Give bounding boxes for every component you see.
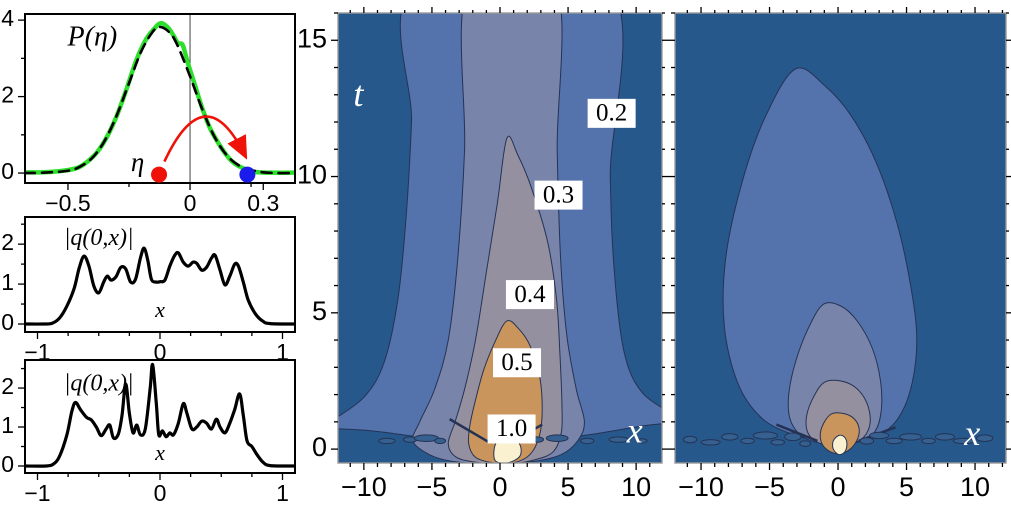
contour-single-noise-blob-14: [952, 437, 976, 445]
pdf-y-tick-label: 4: [1, 5, 14, 31]
contour-single-plot-area: [675, 13, 1006, 463]
contour-mean-level-label: 0.5: [501, 349, 532, 376]
contour-mean-x-tick-label: −5: [417, 472, 448, 502]
contour-mean-level-label-box: [505, 280, 554, 310]
contour-mean-level-label: 0.2: [596, 100, 627, 127]
contour-single-noise-blob-7: [799, 440, 812, 447]
pdf-curve-eigenvalue-density-numerical: [25, 20, 295, 175]
contour-mean-level-label-box: [493, 348, 542, 378]
ic1-panel-title: |q(0,x)|: [64, 225, 134, 251]
contour-single-noise-blob-2: [721, 433, 739, 441]
pdf-frame: [24, 13, 296, 184]
contour-single-contour-region-1: [832, 434, 848, 456]
ic1-x-tick-label: 0: [154, 339, 167, 365]
contour-mean-noise-blob-3: [434, 437, 447, 445]
contour-single-x-tick-label: −10: [678, 472, 724, 502]
pdf-y-tick-label: 2: [1, 82, 14, 108]
contour-mean-x-tick-label: 0: [492, 472, 507, 502]
contour-mean-level-label: 0.4: [514, 281, 546, 308]
contour-mean-level-label-box: [587, 98, 636, 128]
pdf-y-tick-label: 0: [1, 158, 14, 184]
contour-mean-level-label: 1.0: [496, 415, 527, 442]
pdf-x-tick-label: −0.5: [45, 190, 90, 216]
ic1-x-tick-label: 1: [276, 339, 289, 365]
pdf-curve-gaussian-fit-dashed: [25, 25, 295, 175]
contour-single-noise-blob-0: [682, 435, 698, 444]
contour-mean-axis-letter-x: x: [626, 410, 643, 450]
ic1-curve-initial-condition-smooth: [25, 246, 295, 326]
contour-mean-axis-letter-t: t: [353, 74, 364, 114]
contour-single-noise-blob-6: [784, 432, 802, 442]
contour-single-x-tick-label: 10: [960, 472, 990, 502]
contour-single-noise-blob-4: [752, 431, 779, 440]
panel-pdf: −0.5 0 0.3 0 2 4 P(η) η: [1, 5, 296, 216]
contour-mean-level-label-box: [534, 180, 583, 210]
contour-mean-y-tick-label: 0: [312, 432, 327, 462]
ic2-y-tick-label: 1: [1, 412, 14, 438]
ic1-y-tick-label: 1: [1, 269, 14, 295]
pdf-x-tick-label: 0: [184, 190, 197, 216]
contour-mean-y-tick-label: 15: [297, 23, 327, 53]
contour-single-x-tick-label: −5: [754, 472, 785, 502]
panel-contour-mean: −10 −5 0 5 10 0 5 10 15 0.2 0.3 0.4 0.5 1.0 t x: [297, 7, 668, 502]
ic2-x-tick-label: 1: [276, 480, 289, 505]
ic1-x-letter: x: [154, 297, 165, 322]
contour-mean-x-tick-label: 5: [561, 472, 576, 502]
ic2-x-tick-label: 0: [154, 480, 167, 505]
contour-mean-noise-blob-5: [545, 434, 569, 442]
contour-mean-noise-wing-0: [448, 418, 490, 444]
ic2-x-letter: x: [154, 440, 165, 465]
contour-single-x-tick-label: 0: [831, 472, 846, 502]
contour-single-x-tick-label: 5: [899, 472, 914, 502]
eigenvalue-shift-arrow: [163, 115, 248, 163]
contour-single-noise-blob-13: [934, 433, 955, 441]
ic2-y-tick-label: 2: [1, 373, 14, 399]
contour-single-noise-blob-9: [869, 431, 890, 440]
contour-single-noise-blob-5: [770, 439, 786, 446]
contour-single-noise-blob-11: [899, 433, 923, 441]
blue-eigenvalue-dot: [239, 166, 256, 183]
ic2-x-tick-label: −1: [24, 480, 50, 505]
contour-mean-y-tick-label: 10: [297, 160, 327, 190]
panel-ic2: −1 0 1 0 1 2 |q(0,x)| x: [1, 359, 296, 505]
contour-single-noise-blob-10: [885, 437, 903, 445]
ic2-curve-initial-condition-spiky: [25, 362, 295, 468]
ic2-plot-area: [25, 362, 295, 468]
contour-single-axis-letter-x: x: [963, 413, 980, 453]
contour-single-noise-blob-8: [859, 437, 875, 445]
red-eigenvalue-dot: [151, 166, 168, 183]
eta-label: η: [131, 147, 144, 177]
contour-single-noise-blob-3: [740, 437, 755, 445]
contour-single-noise-blob-12: [921, 437, 936, 445]
contour-mean-noise-blob-7: [608, 436, 629, 443]
contour-single-noise-blob-1: [700, 439, 721, 446]
ic2-panel-title: |q(0,x)|: [64, 370, 134, 396]
contour-mean-y-tick-label: 5: [312, 296, 327, 326]
contour-mean-level-label: 0.3: [543, 181, 574, 208]
ic1-x-tick-label: −1: [24, 339, 50, 365]
contour-single-frame: [674, 12, 1007, 464]
contour-mean-noise-blob-6: [579, 437, 595, 445]
panel-contour-single: −10 −5 0 5 10 x: [668, 7, 1011, 502]
ic1-y-tick-label: 2: [1, 229, 14, 255]
contour-mean-plot-area: [338, 13, 662, 463]
contour-mean-level-label-box: [487, 414, 536, 444]
pdf-panel-title: P(η): [67, 22, 118, 53]
contour-mean-x-tick-label: −10: [341, 472, 387, 502]
ic1-y-tick-label: 0: [1, 309, 14, 335]
pdf-plot-area: [25, 14, 295, 183]
panel-ic1: −1 0 1 0 1 2 |q(0,x)| x: [1, 216, 296, 365]
contour-single-contour-region-0.5: [819, 412, 860, 455]
pdf-x-tick-label: 0.3: [247, 190, 279, 216]
contour-single-noise-wing-0: [775, 423, 818, 443]
ic2-y-tick-label: 0: [1, 451, 14, 477]
contour-single-noise-blob-15: [975, 434, 994, 442]
contour-mean-x-tick-label: 10: [621, 472, 651, 502]
ic1-plot-area: [25, 246, 295, 326]
contour-mean-noise-blob-0: [378, 437, 396, 445]
contour-mean-noise-blob-8: [635, 438, 648, 444]
